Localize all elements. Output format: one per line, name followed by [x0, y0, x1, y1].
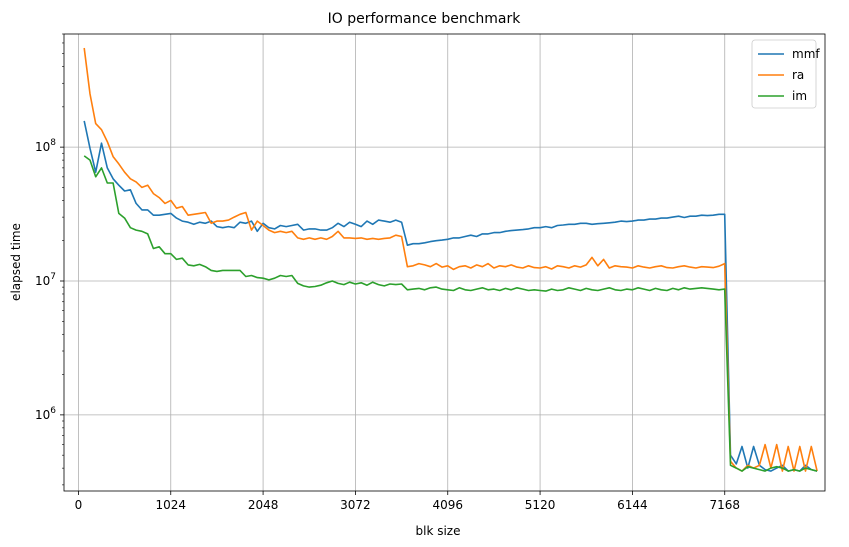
y-tick-label: 106: [35, 406, 56, 422]
series-lines: [83, 47, 818, 472]
legend-box: [751, 39, 817, 109]
x-tick-label: 3072: [340, 498, 371, 512]
legend-label-mmf: mmf: [792, 47, 820, 61]
x-tick-label: 0: [75, 498, 83, 512]
plot-area: [63, 33, 826, 492]
y-axis-label: elapsed time: [9, 223, 23, 301]
x-axis: 0 1024 2048 3072 4096 5120 6144 7168: [75, 491, 740, 512]
x-tick-label: 5120: [525, 498, 556, 512]
y-axis: 106 107 108: [35, 33, 64, 486]
grid-lines: [64, 34, 825, 491]
y-tick-label: 108: [35, 138, 56, 154]
plot-background: [64, 34, 825, 491]
legend-label-ra: ra: [792, 68, 804, 82]
y-tick-label: 107: [35, 272, 56, 288]
chart-title: IO performance benchmark: [328, 11, 522, 27]
series-line-mmf: [83, 120, 818, 472]
x-tick-label: 4096: [432, 498, 463, 512]
legend-label-im: im: [792, 89, 807, 103]
x-tick-label: 2048: [248, 498, 279, 512]
x-tick-label: 6144: [617, 498, 648, 512]
x-tick-label: 1024: [155, 498, 186, 512]
series-line-ra: [83, 47, 818, 472]
plot-frame: [63, 33, 826, 492]
legend: mmf ra im: [751, 39, 820, 109]
x-tick-label: 7168: [709, 498, 740, 512]
x-axis-label: blk size: [416, 524, 461, 538]
series-line-im: [83, 155, 818, 472]
